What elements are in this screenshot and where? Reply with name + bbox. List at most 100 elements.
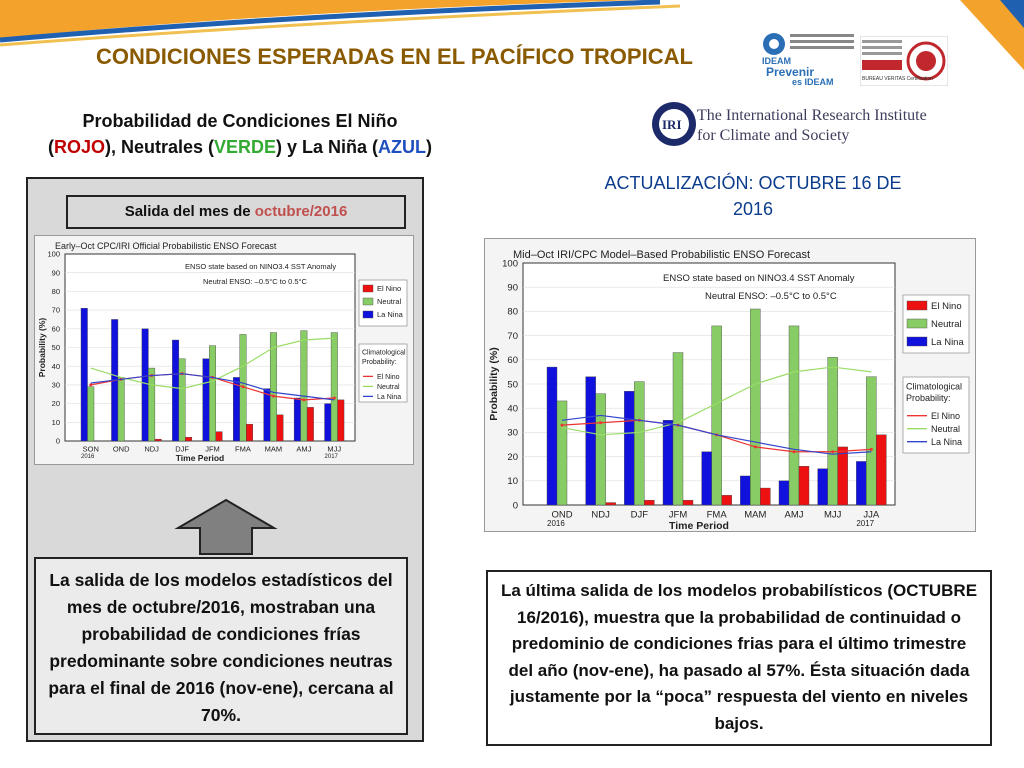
bar-el-nino xyxy=(276,414,284,442)
climatology-legend-label: Neutral xyxy=(377,384,400,391)
bar-la-nina xyxy=(778,480,790,506)
climatology-line-la-nina xyxy=(90,373,335,401)
bar-el-nino xyxy=(154,438,162,442)
x-tick-label: JFM xyxy=(669,510,688,521)
legend-label: La Nina xyxy=(377,310,404,319)
bar-la-nina xyxy=(202,358,210,442)
bar-neutral xyxy=(866,376,877,506)
y-tick-label: 60 xyxy=(507,355,518,366)
left-description: La salida de los modelos estadísticos de… xyxy=(34,557,408,735)
chart-title: Early–Oct CPC/IRI Official Probabilistic… xyxy=(55,241,277,251)
x-tick-label: OND xyxy=(551,510,572,521)
bureau-veritas-text: BUREAU VERITAS Certification xyxy=(862,76,933,82)
chart-title: Mid–Oct IRI/CPC Model–Based Probabilisti… xyxy=(513,249,810,261)
y-tick-label: 50 xyxy=(507,379,518,390)
bar-el-nino xyxy=(337,399,345,442)
bar-el-nino xyxy=(605,502,616,506)
y-tick-label: 0 xyxy=(56,437,60,446)
bar-la-nina xyxy=(293,397,301,442)
decorative-swoosh xyxy=(0,0,1024,70)
climatology-legend xyxy=(902,376,970,454)
legend-swatch xyxy=(906,336,928,347)
bar-la-nina xyxy=(856,461,867,506)
year-start-label: 2016 xyxy=(81,454,95,460)
iri-name-line2: for Climate and Society xyxy=(697,127,850,144)
x-tick-label: MJJ xyxy=(824,510,842,521)
x-tick-label: DJF xyxy=(631,510,649,521)
x-tick-label: FMA xyxy=(235,445,251,454)
bar-la-nina xyxy=(80,308,88,442)
climatology-legend-label: Neutral xyxy=(931,424,960,434)
legend-swatch xyxy=(362,297,374,306)
chart-note-2: Neutral ENSO: –0.5°C to 0.5°C xyxy=(705,291,837,302)
climatology-legend-label: El Nino xyxy=(931,411,960,421)
bar-la-nina xyxy=(233,377,240,442)
year-end-label: 2017 xyxy=(856,519,874,528)
year-start-label: 2016 xyxy=(547,519,565,528)
x-tick-label: AMJ xyxy=(296,445,311,454)
legend-label: La Nina xyxy=(931,337,964,348)
climatology-legend-title: Climatological xyxy=(906,382,962,392)
bar-neutral xyxy=(672,352,684,506)
bar-la-nina xyxy=(141,328,149,442)
climatology-legend xyxy=(358,343,408,403)
bar-neutral xyxy=(87,386,95,442)
y-tick-label: 90 xyxy=(507,283,518,294)
iri-logo: IRI xyxy=(652,102,696,146)
rojo-label: ROJO xyxy=(53,137,105,157)
y-tick-label: 80 xyxy=(52,287,60,296)
x-tick-label: NDJ xyxy=(591,510,610,521)
y-tick-label: 50 xyxy=(52,343,60,352)
y-axis-label: Probability (%) xyxy=(37,318,47,378)
bureau-veritas-logo: BUREAU VERITAS Certification xyxy=(860,36,948,86)
climatology-legend-title: Probability: xyxy=(906,393,951,403)
chart-early-oct: Early–Oct CPC/IRI Official Probabilistic… xyxy=(34,235,414,465)
y-tick-label: 90 xyxy=(52,268,60,277)
bar-el-nino xyxy=(721,495,732,506)
bar-el-nino xyxy=(837,446,848,506)
x-tick-label: MAM xyxy=(265,445,283,454)
iri-name-line1: The International Research Institute xyxy=(697,107,927,124)
chart-early-oct-svg: Early–Oct CPC/IRI Official Probabilistic… xyxy=(37,241,408,463)
bar-neutral xyxy=(269,332,277,442)
y-tick-label: 30 xyxy=(52,381,60,390)
climatology-point xyxy=(271,394,275,398)
y-tick-label: 10 xyxy=(507,476,518,487)
chart-note-2: Neutral ENSO: –0.5°C to 0.5°C xyxy=(203,277,308,286)
bar-neutral xyxy=(788,325,800,506)
x-tick-label: SON xyxy=(83,445,99,454)
climatology-legend-title: Probability: xyxy=(362,359,397,366)
bar-la-nina xyxy=(662,420,674,506)
legend-label: Neutral xyxy=(931,319,962,330)
ideam-logo: IDEAM Prevenir es IDEAM xyxy=(758,30,858,86)
x-axis-label: Time Period xyxy=(669,520,729,531)
bar-el-nino xyxy=(798,466,810,506)
legend-label: Neutral xyxy=(377,297,402,306)
bar-la-nina xyxy=(263,388,271,442)
climatology-point xyxy=(332,396,336,400)
y-tick-label: 70 xyxy=(52,306,60,315)
bar-neutral xyxy=(634,381,645,506)
bar-neutral xyxy=(711,325,722,506)
update-date: ACTUALIZACIÓN: OCTUBRE 16 DE 2016 xyxy=(604,173,902,219)
x-tick-label: JJA xyxy=(863,510,880,521)
subtitle-line1: Probabilidad de Condiciones El Niño xyxy=(82,111,398,131)
y-tick-label: 100 xyxy=(502,258,518,269)
bar-neutral xyxy=(148,367,156,442)
y-tick-label: 40 xyxy=(52,362,60,371)
climatology-line-la-nina xyxy=(561,414,872,455)
bar-neutral xyxy=(117,377,125,442)
y-tick-label: 10 xyxy=(52,418,60,427)
bar-la-nina xyxy=(546,366,558,506)
bar-el-nino xyxy=(876,434,887,506)
chart-mid-oct-svg: Mid–Oct IRI/CPC Model–Based Probabilisti… xyxy=(488,249,970,532)
bar-neutral xyxy=(178,358,186,442)
climatology-legend-label: El Nino xyxy=(377,374,400,381)
climatology-point xyxy=(869,447,873,451)
climatology-point xyxy=(753,445,757,449)
legend-swatch xyxy=(362,310,374,319)
x-tick-label: DJF xyxy=(175,445,189,454)
y-tick-label: 100 xyxy=(47,250,60,259)
bar-la-nina xyxy=(585,376,596,506)
page-title: CONDICIONES ESPERADAS EN EL PACÍFICO TRO… xyxy=(96,44,693,69)
